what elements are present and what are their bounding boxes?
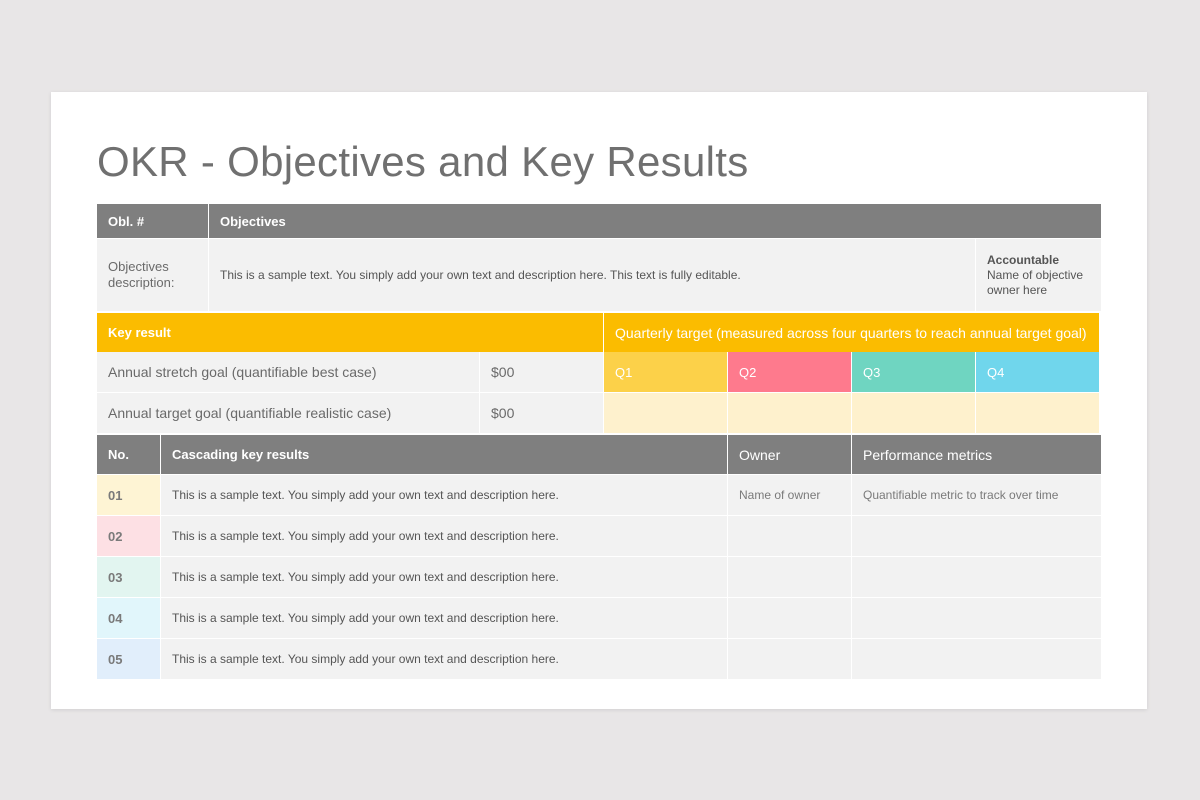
stretch-goal-value[interactable]: $00	[480, 352, 603, 392]
cascading-table: No. Cascading key results Owner Performa…	[97, 435, 1101, 679]
objectives-description-text[interactable]: This is a sample text. You simply add yo…	[209, 239, 975, 311]
stretch-goal-label: Annual stretch goal (quantifiable best c…	[97, 352, 479, 392]
accountable-cell[interactable]: Accountable Name of objective owner here	[976, 239, 1101, 311]
target-q4-cell[interactable]	[976, 393, 1099, 433]
page-title: OKR - Objectives and Key Results	[97, 138, 749, 185]
cascading-results-header: Cascading key results	[161, 435, 727, 474]
objectives-description-label: Objectives description:	[97, 239, 208, 311]
cascading-result-text[interactable]: This is a sample text. You simply add yo…	[161, 639, 727, 679]
cascading-result-text[interactable]: This is a sample text. You simply add yo…	[161, 557, 727, 597]
objective-number-header: Obl. #	[97, 204, 208, 238]
cascading-result-text[interactable]: This is a sample text. You simply add yo…	[161, 475, 727, 515]
metric-cell[interactable]	[852, 516, 1101, 556]
accountable-text: Name of objective owner here	[987, 267, 1084, 297]
owner-cell[interactable]	[728, 598, 851, 638]
metric-cell[interactable]	[852, 639, 1101, 679]
key-result-header: Key result	[97, 313, 603, 352]
target-q3-cell[interactable]	[852, 393, 975, 433]
owner-header: Owner	[728, 435, 851, 474]
row-number: 01	[97, 475, 160, 515]
owner-cell[interactable]: Name of owner	[728, 475, 851, 515]
performance-metrics-header: Performance metrics	[852, 435, 1101, 474]
quarter-q2: Q2	[728, 352, 851, 392]
target-q1-cell[interactable]	[604, 393, 727, 433]
row-number: 05	[97, 639, 160, 679]
objectives-header: Objectives	[209, 204, 1101, 238]
metric-cell[interactable]	[852, 598, 1101, 638]
row-number: 04	[97, 598, 160, 638]
target-goal-value[interactable]: $00	[480, 393, 603, 433]
target-goal-label: Annual target goal (quantifiable realist…	[97, 393, 479, 433]
quarter-q3: Q3	[852, 352, 975, 392]
divider	[97, 238, 1101, 239]
key-result-table: Key result Quarterly target (measured ac…	[97, 313, 1101, 433]
quarter-q1: Q1	[604, 352, 727, 392]
objectives-table: Obl. # Objectives Objectives description…	[97, 204, 1101, 311]
owner-cell[interactable]	[728, 639, 851, 679]
target-q2-cell[interactable]	[728, 393, 851, 433]
divider	[97, 392, 1099, 393]
row-number: 03	[97, 557, 160, 597]
owner-cell[interactable]	[728, 557, 851, 597]
owner-cell[interactable]	[728, 516, 851, 556]
metric-cell[interactable]: Quantifiable metric to track over time	[852, 475, 1101, 515]
quarter-q4: Q4	[976, 352, 1099, 392]
metric-cell[interactable]	[852, 557, 1101, 597]
no-header: No.	[97, 435, 160, 474]
quarterly-target-header: Quarterly target (measured across four q…	[604, 313, 1099, 352]
cascading-result-text[interactable]: This is a sample text. You simply add yo…	[161, 598, 727, 638]
cascading-result-text[interactable]: This is a sample text. You simply add yo…	[161, 516, 727, 556]
accountable-title: Accountable	[987, 252, 1060, 267]
row-number: 02	[97, 516, 160, 556]
